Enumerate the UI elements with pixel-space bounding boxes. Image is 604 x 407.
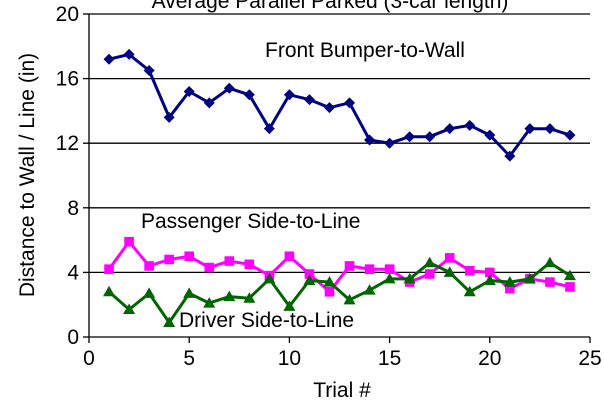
series-1-point-7 — [223, 82, 235, 94]
series-2-point-13 — [344, 261, 355, 271]
series-2-point-11 — [304, 269, 315, 279]
series-2-point-21 — [505, 283, 515, 294]
x-tick-label-5: 5 — [183, 347, 195, 370]
series-2-point-12 — [324, 286, 335, 297]
series-2-point-23 — [545, 277, 555, 287]
series-3-point-13 — [343, 293, 356, 305]
annotation-1: Front Bumper-to-Wall — [265, 39, 465, 62]
series-1-point-20 — [484, 129, 496, 141]
series-1-point-14 — [364, 134, 376, 146]
series-2-point-2 — [124, 236, 134, 247]
series-3-point-18 — [443, 266, 456, 277]
series-1-point-10 — [283, 89, 295, 101]
series-1-point-15 — [384, 137, 396, 149]
series-1-point-5 — [183, 86, 195, 98]
series-2-point-15 — [384, 264, 395, 274]
series-2-point-4 — [164, 254, 174, 265]
y-tick-label-4: 4 — [67, 261, 79, 284]
series-1-point-22 — [524, 123, 536, 135]
chart-title: Average Parallel Parked (3-car length) — [152, 0, 509, 13]
series-1-point-8 — [243, 89, 255, 101]
series-3 — [103, 256, 576, 327]
series-1-point-23 — [544, 123, 556, 135]
y-tick-label-8: 8 — [67, 197, 79, 220]
series-3-point-21 — [503, 276, 516, 287]
series-3-point-5 — [183, 287, 196, 298]
series-2-point-6 — [204, 262, 215, 273]
series-layer — [103, 48, 576, 327]
series-1-point-11 — [303, 94, 315, 106]
series-2-point-3 — [144, 261, 154, 271]
series-3-point-20 — [483, 274, 496, 285]
series-2-point-20 — [485, 267, 495, 278]
series-1-point-1 — [103, 53, 115, 65]
series-2-point-18 — [444, 253, 455, 263]
series-3-point-23 — [543, 256, 556, 268]
series-1-point-12 — [323, 102, 335, 114]
series-2-point-7 — [224, 256, 235, 266]
series-3-point-24 — [563, 269, 576, 281]
series-3-point-3 — [143, 287, 156, 298]
series-1-point-3 — [143, 65, 155, 77]
y-tick-label-20: 20 — [56, 3, 79, 26]
series-3-point-7 — [223, 290, 236, 302]
series-1-point-21 — [504, 150, 516, 162]
y-tick-label-12: 12 — [56, 132, 79, 155]
series-3-point-10 — [283, 300, 296, 311]
x-tick-label-10: 10 — [278, 347, 301, 370]
series-1-point-6 — [203, 97, 215, 109]
series-3-point-8 — [243, 292, 256, 303]
series-1-line — [108, 52, 571, 158]
series-2-point-5 — [184, 251, 194, 262]
series-2-line — [107, 240, 571, 294]
series-1-point-2 — [123, 48, 135, 60]
series-1 — [103, 48, 576, 162]
x-tick-label-20: 20 — [478, 347, 501, 370]
series-3-point-22 — [523, 272, 536, 284]
series-3-point-11 — [303, 274, 316, 285]
series-3-point-15 — [383, 272, 396, 284]
x-axis-title: Trial # — [313, 379, 371, 402]
plot-area — [88, 14, 590, 338]
series-3-point-9 — [263, 272, 276, 284]
series-2-point-1 — [104, 264, 114, 274]
x-tick-label-15: 15 — [378, 347, 401, 370]
series-2 — [104, 236, 575, 297]
series-3-point-12 — [323, 276, 336, 287]
annotation-3: Driver Side-to-Line — [179, 309, 354, 332]
series-1-point-24 — [564, 129, 576, 141]
series-2-point-10 — [284, 251, 295, 262]
series-1-point-13 — [344, 97, 356, 109]
series-1-point-17 — [424, 131, 436, 143]
series-2-point-17 — [424, 269, 435, 279]
series-3-point-4 — [163, 316, 176, 327]
gridlines — [89, 13, 590, 274]
series-3-point-2 — [123, 303, 136, 315]
series-3-point-14 — [363, 284, 376, 295]
y-tick-label-16: 16 — [56, 68, 79, 91]
series-1-point-19 — [464, 119, 476, 131]
series-1-point-18 — [444, 123, 456, 135]
series-2-point-19 — [464, 265, 475, 276]
series-3-point-6 — [203, 297, 216, 308]
series-3-point-16 — [403, 272, 416, 284]
axis-ticks: 0 4 8 12 16 20 0 5 10 15 20 25 — [56, 3, 602, 370]
series-1-point-16 — [404, 131, 416, 143]
series-3-point-17 — [423, 256, 436, 268]
series-3-point-19 — [463, 285, 476, 297]
series-2-point-8 — [244, 259, 255, 270]
y-tick-label-0: 0 — [67, 326, 79, 349]
series-2-point-24 — [565, 282, 575, 292]
x-tick-label-25: 25 — [578, 347, 601, 370]
annotation-2: Passenger Side-to-Line — [141, 210, 360, 233]
series-1-point-9 — [263, 123, 275, 135]
annotations: Front Bumper-to-Wall Passenger Side-to-Li… — [141, 39, 465, 332]
series-3-point-1 — [103, 285, 116, 297]
x-tick-label-0: 0 — [83, 347, 95, 370]
series-1-point-4 — [163, 111, 175, 123]
series-2-point-14 — [364, 264, 375, 274]
y-axis-title: Distance to Wall / Line (in) — [16, 53, 39, 297]
